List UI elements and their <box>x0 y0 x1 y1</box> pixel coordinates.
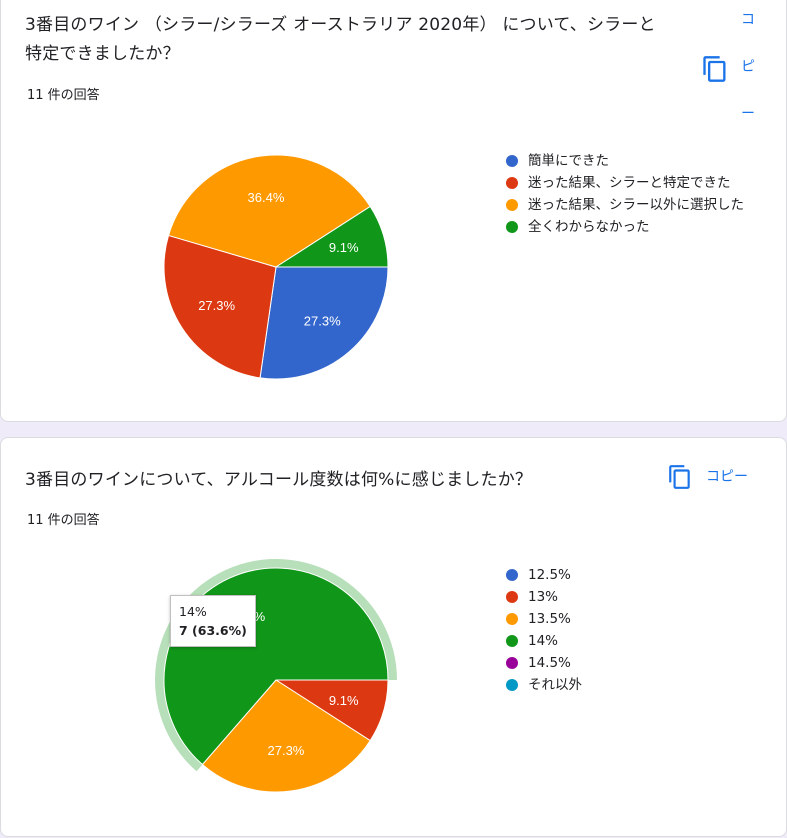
legend-label: それ以外 <box>528 677 582 693</box>
legend-label: 13.5% <box>528 611 571 627</box>
copy-icon[interactable] <box>667 463 693 491</box>
question-title: 3番目のワインについて、アルコール度数は何%に感じましたか？ <box>25 470 533 490</box>
legend-item[interactable]: 全くわからなかった <box>506 216 748 238</box>
legend-swatch <box>506 679 518 691</box>
pie-slice[interactable] <box>274 205 389 268</box>
slice-label: 27.3% <box>268 743 305 758</box>
legend-swatch <box>506 221 518 233</box>
copy-label-char: ー <box>741 106 755 122</box>
pie-slice[interactable] <box>259 266 389 380</box>
pie-slice[interactable] <box>163 234 277 379</box>
legend-swatch <box>506 591 518 603</box>
legend-item[interactable]: 12.5% <box>506 564 748 586</box>
legend-item[interactable]: 迷った結果、シラー以外に選択した <box>506 194 748 216</box>
tooltip-value: 7 (63.6%) <box>179 623 247 638</box>
legend-label: 全くわからなかった <box>528 219 650 235</box>
response-count: 11 件の回答 <box>27 513 100 528</box>
legend-swatch <box>506 657 518 669</box>
slice-label: 9.1% <box>329 240 359 255</box>
legend-item[interactable]: 13% <box>506 586 748 608</box>
slice-label: 36.4% <box>248 190 285 205</box>
legend-swatch <box>506 155 518 167</box>
pie-slice[interactable] <box>201 679 371 793</box>
chart-legend: 簡単にできた迷った結果、シラーと特定できた 迷った結果、シラー以外に選択した 全くわ… <box>506 150 748 238</box>
legend-swatch <box>506 177 518 189</box>
legend-label: 14% <box>528 633 559 649</box>
slice-label: 9.1% <box>329 693 359 708</box>
response-count: 11 件の回答 <box>27 88 100 103</box>
chart-tooltip: 14% 7 (63.6%) <box>170 595 256 647</box>
tooltip-label: 14% <box>179 604 207 619</box>
question-title: 3番目のワイン （シラー/シラーズ オーストラリア 2020年） について、シラ… <box>25 15 656 64</box>
pie-slice[interactable] <box>167 154 371 268</box>
legend-label: 迷った結果、シラー以外に選択した <box>528 197 744 213</box>
chart-legend: 12.5% 13% 13.5% 14% 14.5% それ以外 <box>506 564 748 696</box>
question-card-2: 3番目のワインについて、アルコール度数は何%に感じましたか？ 11 件の回答 コ… <box>0 437 787 837</box>
legend-swatch <box>506 635 518 647</box>
legend-item[interactable]: 簡単にできた <box>506 150 748 172</box>
copy-label-char: ピ <box>741 59 755 75</box>
legend-label: 14.5% <box>528 655 571 671</box>
legend-label: 簡単にできた <box>528 153 609 169</box>
legend-swatch <box>506 199 518 211</box>
legend-item[interactable]: 14% <box>506 630 748 652</box>
legend-item[interactable]: 迷った結果、シラーと特定できた <box>506 172 748 194</box>
copy-icon[interactable] <box>701 54 729 84</box>
copy-label-char: コ <box>741 12 755 28</box>
legend-label: 迷った結果、シラーと特定できた <box>528 175 731 191</box>
legend-label: 13% <box>528 589 559 605</box>
copy-button-label[interactable]: コピー <box>706 469 748 485</box>
copy-button-label[interactable]: コ ピ ー <box>741 10 759 124</box>
legend-swatch <box>506 569 518 581</box>
legend-item[interactable]: それ以外 <box>506 674 748 696</box>
slice-label: 27.3% <box>304 313 341 328</box>
pie-chart: 27.3% 27.3% 36.4% 9.1% <box>163 154 389 380</box>
legend-label: 12.5% <box>528 567 571 583</box>
question-card-1: 3番目のワイン （シラー/シラーズ オーストラリア 2020年） について、シラ… <box>0 0 787 422</box>
legend-item[interactable]: 13.5% <box>506 608 748 630</box>
legend-swatch <box>506 613 518 625</box>
slice-label: 27.3% <box>198 298 235 313</box>
legend-item[interactable]: 14.5% <box>506 652 748 674</box>
